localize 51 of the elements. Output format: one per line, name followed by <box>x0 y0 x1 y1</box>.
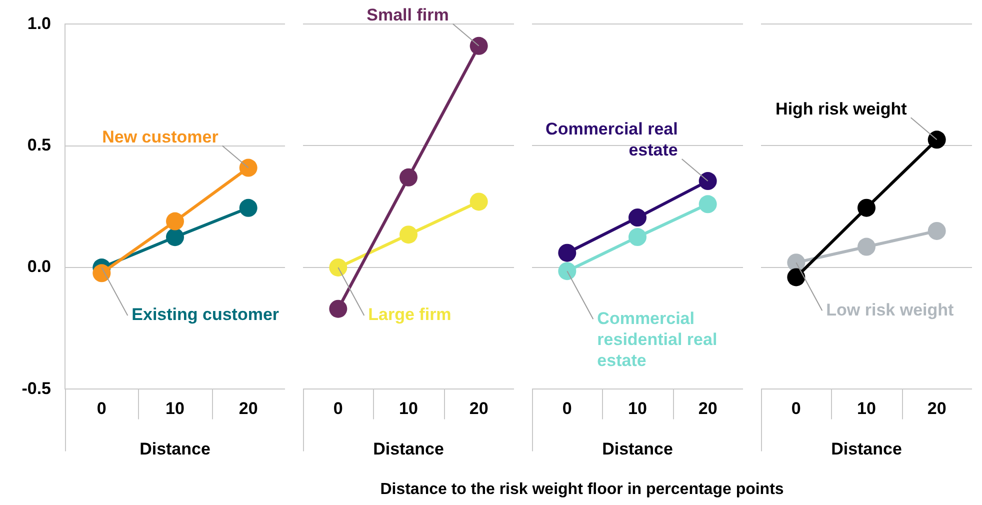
x-tick-label: 0 <box>333 399 343 418</box>
point <box>329 300 348 318</box>
point <box>470 36 488 55</box>
series-label: Small firm <box>366 6 449 25</box>
x-tick-label: 20 <box>238 399 258 418</box>
point <box>698 172 717 190</box>
point <box>928 130 946 149</box>
x-tick-label: 0 <box>562 399 572 418</box>
point <box>92 264 111 282</box>
x-tick-label: 10 <box>166 399 184 418</box>
point <box>400 168 418 186</box>
x-tick-label: 10 <box>399 399 418 418</box>
series-label: High risk weight <box>776 99 908 118</box>
series-label: Commercial real estate <box>546 120 678 160</box>
text: Commercial residential real estate <box>597 308 718 370</box>
x-axis-title: Distance <box>140 439 210 458</box>
series-label: New customer <box>102 127 219 146</box>
point <box>628 228 646 246</box>
x-tick-label: 20 <box>698 399 718 418</box>
point <box>558 262 576 280</box>
text: Large firm <box>368 305 452 324</box>
x-axis-title: Distance <box>373 439 444 458</box>
point <box>628 208 646 227</box>
text: Existing customer <box>132 305 280 324</box>
text: Distance to the risk weight floor in percentage points <box>379 481 785 499</box>
y-tick-label: 0.0 <box>27 257 51 276</box>
point <box>558 244 576 262</box>
point <box>928 222 946 240</box>
point <box>858 238 876 256</box>
point <box>787 268 806 286</box>
x-tick-label: 20 <box>469 399 488 418</box>
point <box>239 158 258 177</box>
y-tick-label: -0.5 <box>22 378 51 398</box>
point <box>470 192 488 211</box>
y-tick-label: 0.5 <box>27 136 51 155</box>
point <box>400 226 418 244</box>
x-tick-label: 0 <box>96 399 106 418</box>
x-tick-label: 20 <box>927 399 946 418</box>
x-tick-label: 0 <box>791 399 801 418</box>
x-tick-label: 10 <box>857 399 876 418</box>
point <box>239 198 258 217</box>
y-tick-label: 1.0 <box>27 14 51 33</box>
x-tick-label: 10 <box>628 399 647 418</box>
text: Low risk weight <box>826 300 954 320</box>
point <box>166 228 184 246</box>
x-axis-title: Distance <box>831 439 902 458</box>
point <box>858 198 876 217</box>
point <box>329 258 348 276</box>
point <box>698 195 717 214</box>
point <box>166 212 184 230</box>
x-axis-title: Distance <box>602 439 673 458</box>
